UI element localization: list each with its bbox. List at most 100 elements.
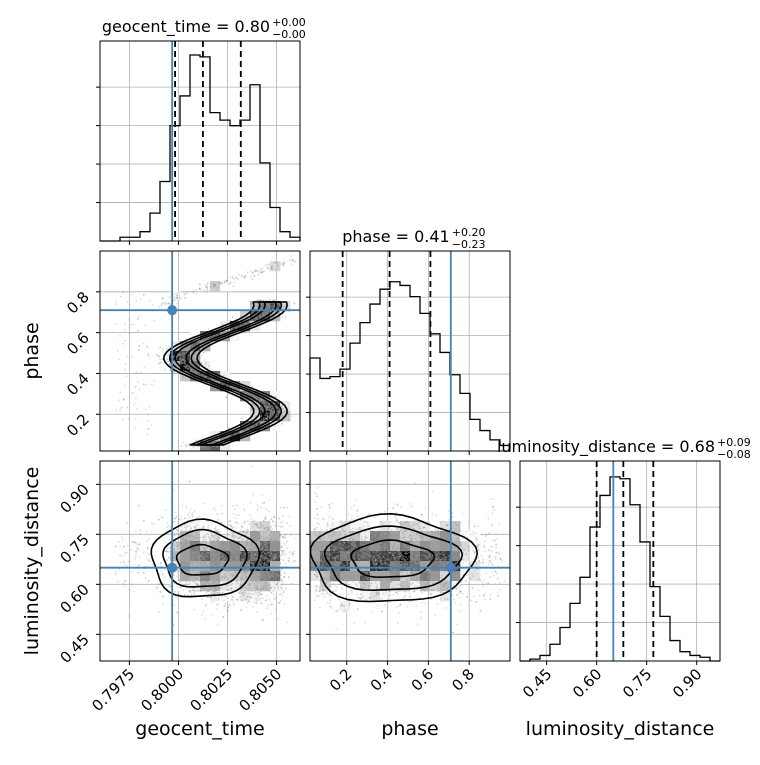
sample-point <box>278 541 280 543</box>
sample-point <box>211 564 213 566</box>
sample-point <box>255 598 257 600</box>
sample-point <box>276 531 278 533</box>
sample-point <box>207 580 209 582</box>
sample-point <box>183 546 185 548</box>
sample-point <box>206 533 208 535</box>
sample-point <box>215 608 217 610</box>
sample-point <box>204 359 206 361</box>
sample-point <box>229 535 231 537</box>
sample-point <box>228 546 230 548</box>
sample-point <box>268 299 270 301</box>
sample-point <box>261 299 263 301</box>
sample-point <box>223 538 225 540</box>
sample-point <box>262 315 264 317</box>
sample-point <box>274 531 276 533</box>
sample-point <box>197 533 199 535</box>
sample-point <box>147 413 149 415</box>
sample-point <box>193 592 195 594</box>
sample-point <box>255 270 257 272</box>
sample-point <box>200 332 202 334</box>
sample-point <box>204 339 206 341</box>
sample-point <box>255 571 257 573</box>
density-cell <box>260 521 270 531</box>
sample-point <box>225 396 227 398</box>
sample-point <box>275 598 277 600</box>
sample-point <box>295 538 297 540</box>
sample-point <box>251 311 253 313</box>
sample-point <box>138 529 140 531</box>
sample-point <box>202 437 204 439</box>
sample-point <box>194 446 196 448</box>
sample-point <box>281 579 283 581</box>
sample-point <box>119 554 121 556</box>
sample-point <box>246 607 248 609</box>
sample-point <box>119 335 121 337</box>
sample-point <box>267 580 269 582</box>
sample-point <box>241 275 243 277</box>
sample-point <box>194 511 196 513</box>
sample-point <box>151 424 153 426</box>
sample-point <box>280 507 282 509</box>
sample-point <box>122 539 124 541</box>
sample-point <box>153 523 155 525</box>
sample-point <box>252 525 254 527</box>
sample-point <box>259 531 261 533</box>
sample-point <box>242 561 244 563</box>
sample-point <box>283 590 285 592</box>
sample-point <box>203 352 205 354</box>
sample-point <box>225 576 227 578</box>
sample-point <box>274 596 276 598</box>
sample-point <box>182 532 184 534</box>
sample-point <box>183 352 185 354</box>
sample-point <box>230 435 232 437</box>
sample-point <box>269 263 271 265</box>
sample-point <box>123 555 125 557</box>
sample-point <box>293 550 295 552</box>
sample-point <box>212 287 214 289</box>
sample-point <box>124 564 126 566</box>
sample-point <box>126 522 128 524</box>
sample-point <box>147 553 149 555</box>
sample-point <box>254 584 256 586</box>
sample-point <box>250 535 252 537</box>
sample-point <box>174 521 176 523</box>
sample-point <box>201 614 203 616</box>
sample-point <box>199 357 201 359</box>
sample-point <box>201 446 203 448</box>
sample-point <box>243 508 245 510</box>
hist-panel-phase: phase = 0.41+0.20−0.23 <box>306 226 510 455</box>
sample-point <box>164 569 166 571</box>
sample-point <box>253 396 255 398</box>
sample-point <box>270 592 272 594</box>
sample-point <box>186 348 188 350</box>
sample-point <box>265 554 267 556</box>
sample-point <box>200 289 202 291</box>
sample-point <box>220 537 222 539</box>
sample-point <box>169 550 171 552</box>
sample-point <box>235 517 237 519</box>
sample-point <box>235 555 237 557</box>
sample-point <box>177 522 179 524</box>
sample-point <box>162 351 164 353</box>
sample-point <box>183 565 185 567</box>
sample-point <box>232 532 234 534</box>
sample-point <box>206 292 208 294</box>
sample-point <box>179 358 181 360</box>
sample-point <box>279 554 281 556</box>
sample-point <box>225 603 227 605</box>
sample-point <box>274 521 276 523</box>
sample-point <box>292 264 294 266</box>
sample-point <box>159 359 161 361</box>
sample-point <box>263 313 265 315</box>
sample-point <box>137 544 139 546</box>
sample-point <box>135 555 137 557</box>
sample-point <box>265 587 267 589</box>
sample-point <box>284 554 286 556</box>
sample-point <box>263 555 265 557</box>
sample-point <box>131 324 133 326</box>
sample-point <box>241 599 243 601</box>
sample-point <box>217 576 219 578</box>
sample-point <box>146 531 148 533</box>
sample-point <box>169 363 171 365</box>
sample-point <box>135 385 137 387</box>
